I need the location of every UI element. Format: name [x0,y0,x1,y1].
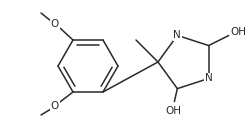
Text: OH: OH [230,27,246,37]
Text: O: O [51,19,59,29]
Text: O: O [51,101,59,111]
Text: OH: OH [165,106,181,116]
Text: N: N [204,73,212,83]
Text: N: N [173,30,180,40]
